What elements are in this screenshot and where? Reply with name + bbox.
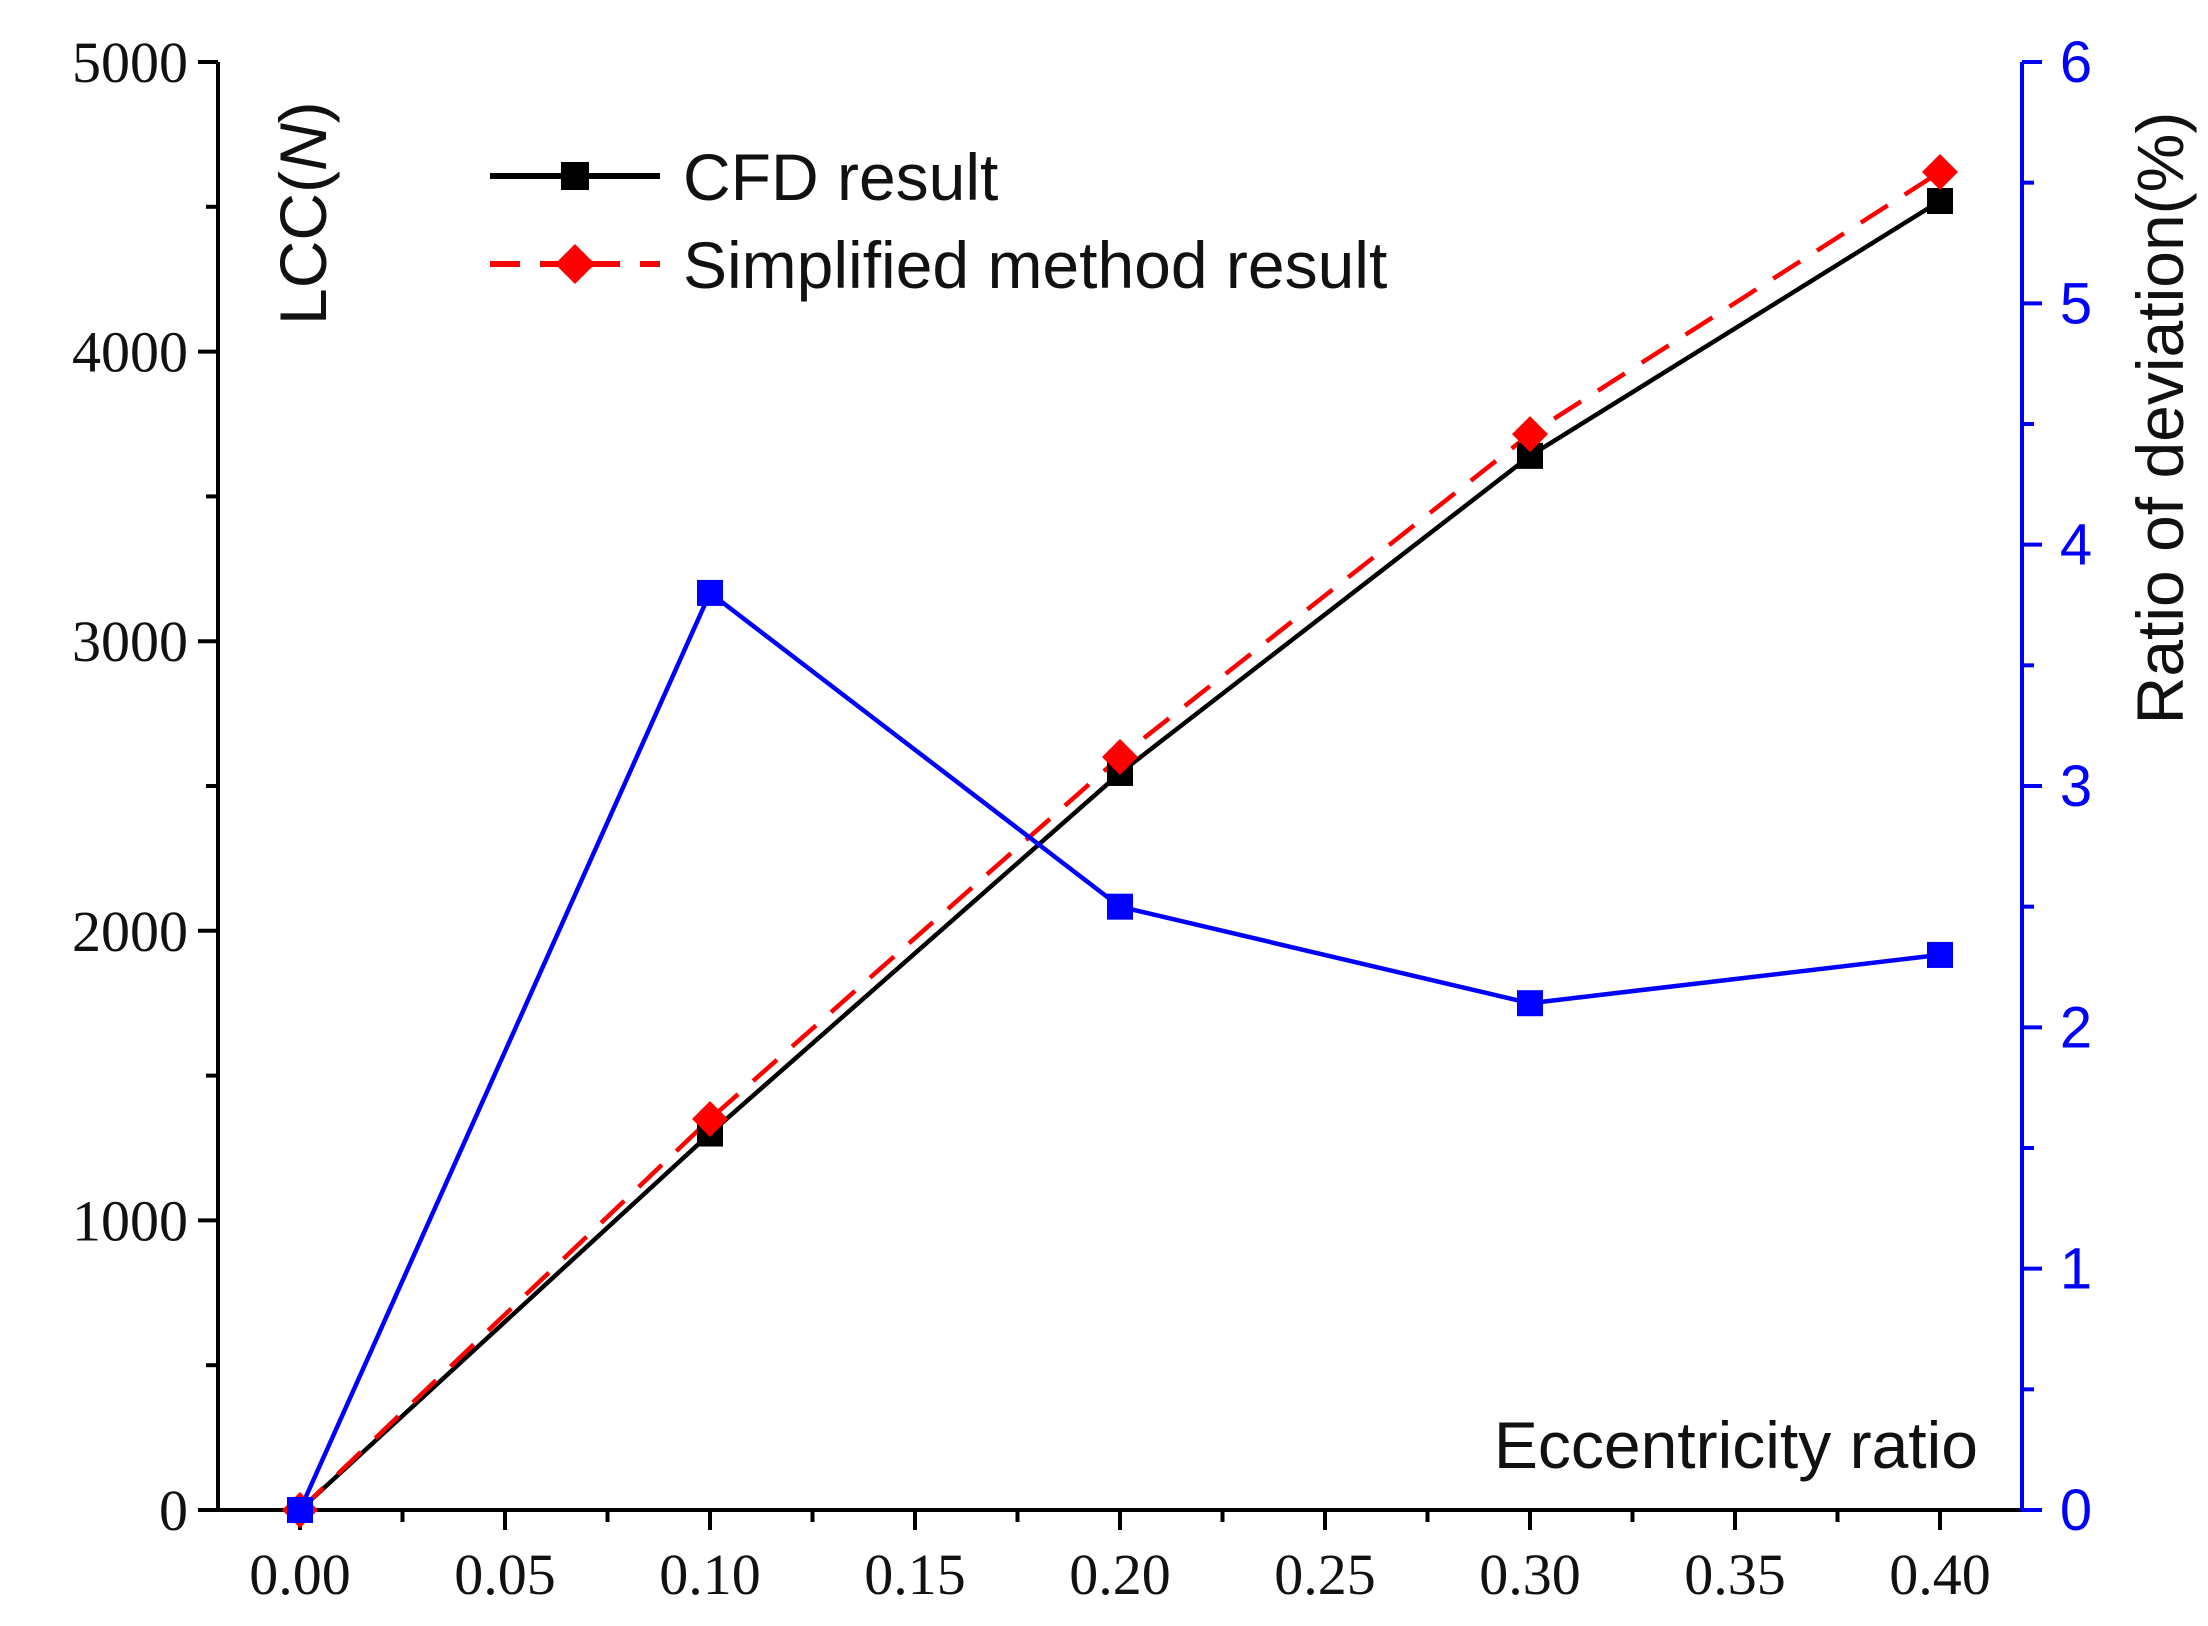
y-left-tick-label: 5000 bbox=[72, 30, 188, 95]
y-left-tick-label: 4000 bbox=[72, 320, 188, 385]
legend: CFD result Simplified method result bbox=[490, 140, 1387, 302]
x-tick-label: 0.25 bbox=[1274, 1542, 1376, 1607]
series-line-0 bbox=[298, 199, 1942, 1512]
series-1-point bbox=[1512, 416, 1548, 453]
y-right-tick-label: 5 bbox=[2060, 271, 2092, 336]
plot-area bbox=[282, 154, 1958, 1528]
y-left-tick-label: 2000 bbox=[72, 899, 188, 964]
legend-marker-cfd bbox=[561, 162, 589, 190]
x-tick-label: 0.20 bbox=[1069, 1542, 1171, 1607]
y-right-tick-label: 4 bbox=[2060, 513, 2092, 578]
y-axis-right-title: Ratio of deviation(%) bbox=[2123, 112, 2197, 725]
series-2-point bbox=[287, 1497, 313, 1523]
x-axis-title: Eccentricity ratio bbox=[1494, 1408, 1978, 1482]
y-axis-left-title-unit: N bbox=[266, 123, 340, 171]
series-1-point bbox=[1922, 154, 1958, 191]
y-left-tick-label: 1000 bbox=[72, 1188, 188, 1253]
series-0-point bbox=[1927, 188, 1953, 215]
y-axis-left-title: LCC(N) bbox=[266, 101, 340, 325]
y-right-tick-label: 3 bbox=[2060, 754, 2092, 819]
x-tick-label: 0.10 bbox=[659, 1542, 761, 1607]
y-right-tick-label: 0 bbox=[2060, 1478, 2092, 1543]
x-tick-label: 0.15 bbox=[864, 1542, 966, 1607]
y-axis-left-title-suffix: ) bbox=[266, 101, 340, 123]
series-2-point bbox=[1927, 941, 1953, 968]
y-right-tick-label: 1 bbox=[2060, 1237, 2092, 1302]
legend-label-cfd: CFD result bbox=[683, 140, 998, 214]
x-tick-label: 0.35 bbox=[1684, 1542, 1786, 1607]
y-left-tick-label: 3000 bbox=[72, 609, 188, 674]
x-tick-label: 0.40 bbox=[1889, 1542, 1991, 1607]
series-line-2 bbox=[297, 589, 1941, 1511]
y-right-tick-label: 6 bbox=[2060, 30, 2092, 95]
legend-marker-simplified bbox=[555, 244, 595, 284]
legend-label-simplified: Simplified method result bbox=[683, 228, 1387, 302]
series-1-point bbox=[1102, 739, 1138, 776]
series-1-point bbox=[692, 1101, 728, 1138]
y-left-tick-label: 0 bbox=[159, 1478, 188, 1543]
series-2-point bbox=[1107, 893, 1133, 920]
y-right-tick-label: 2 bbox=[2060, 995, 2092, 1060]
x-tick-label: 0.30 bbox=[1479, 1542, 1581, 1607]
series-2-point bbox=[697, 579, 723, 606]
x-tick-label: 0.00 bbox=[249, 1542, 351, 1607]
axes: 0 1000 2000 3000 4000 5000 0 1 2 3 4 5 6 0.00 0.05 0.10… bbox=[72, 30, 2092, 1607]
x-tick-label: 0.05 bbox=[454, 1542, 556, 1607]
y-axis-left-title-prefix: LCC( bbox=[266, 171, 340, 325]
series-line-1 bbox=[298, 170, 1942, 1512]
series-2-point bbox=[1517, 990, 1543, 1017]
